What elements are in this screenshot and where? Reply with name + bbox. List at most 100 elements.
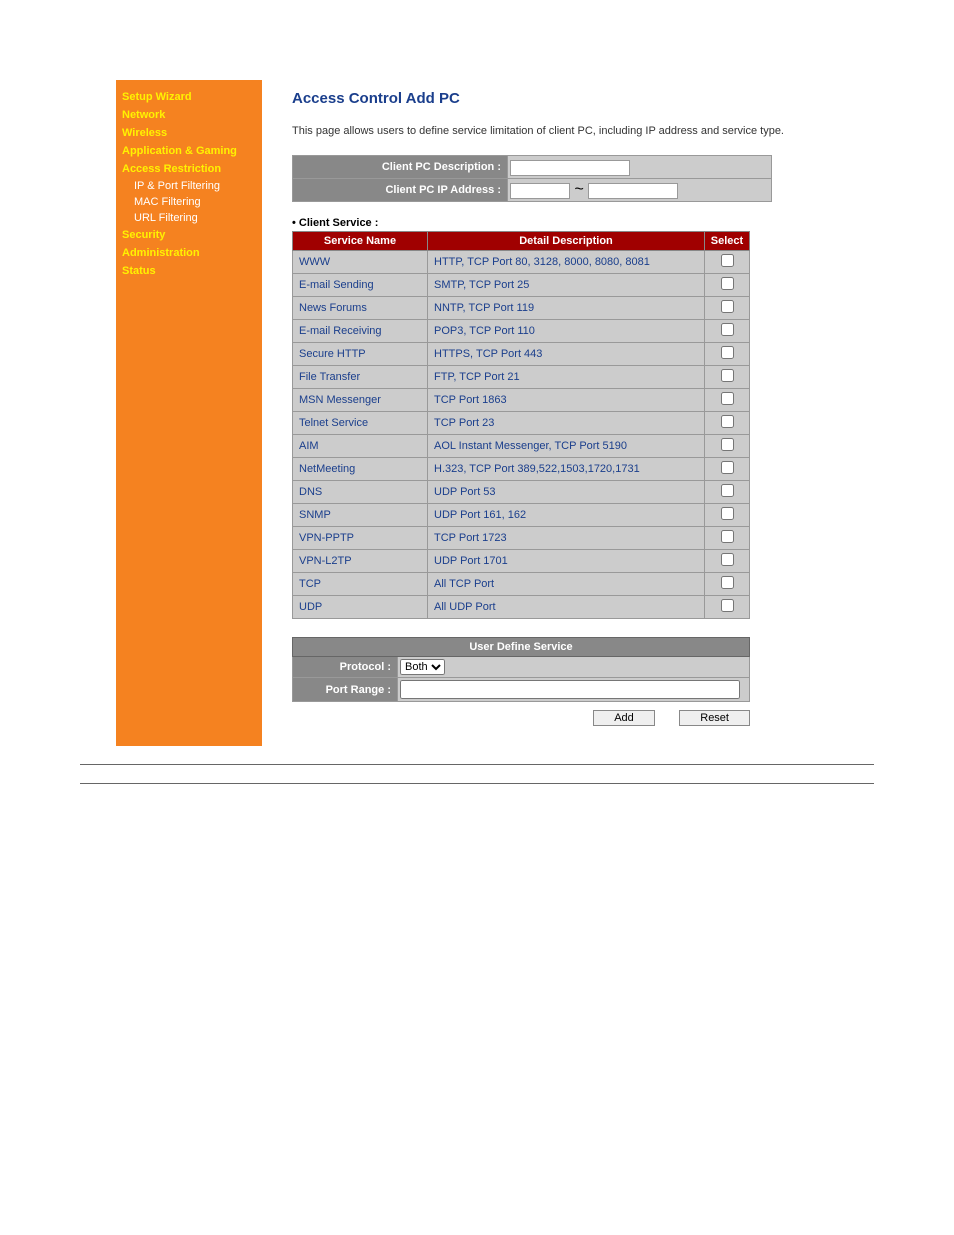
ip-label: Client PC IP Address : <box>293 179 508 202</box>
button-row: Add Reset <box>292 708 750 726</box>
service-select-checkbox[interactable] <box>721 346 734 359</box>
service-name-cell: Secure HTTP <box>293 343 428 366</box>
col-select: Select <box>705 232 750 251</box>
service-detail-cell: SMTP, TCP Port 25 <box>428 274 705 297</box>
service-name-cell: WWW <box>293 251 428 274</box>
service-name-cell: AIM <box>293 435 428 458</box>
content-area: Access Control Add PC This page allows u… <box>262 80 954 746</box>
add-button[interactable]: Add <box>593 710 655 726</box>
service-detail-cell: All TCP Port <box>428 573 705 596</box>
service-select-checkbox[interactable] <box>721 300 734 313</box>
service-select-checkbox[interactable] <box>721 392 734 405</box>
service-select-checkbox[interactable] <box>721 323 734 336</box>
sidebar-subitem-ip-port-filtering[interactable]: IP & Port Filtering <box>116 178 262 194</box>
client-service-header: Client Service : <box>292 217 924 229</box>
service-row: UDPAll UDP Port <box>293 596 750 619</box>
col-service-name: Service Name <box>293 232 428 251</box>
protocol-label: Protocol : <box>293 657 398 678</box>
service-select-checkbox[interactable] <box>721 461 734 474</box>
service-detail-cell: UDP Port 53 <box>428 481 705 504</box>
service-select-checkbox[interactable] <box>721 484 734 497</box>
ip-separator: ~ <box>574 181 583 198</box>
service-name-cell: NetMeeting <box>293 458 428 481</box>
service-select-checkbox[interactable] <box>721 438 734 451</box>
service-row: Secure HTTPHTTPS, TCP Port 443 <box>293 343 750 366</box>
client-pc-description-input[interactable] <box>510 160 630 176</box>
client-service-table: Service Name Detail Description Select W… <box>292 231 750 619</box>
service-detail-cell: UDP Port 1701 <box>428 550 705 573</box>
service-row: VPN-L2TPUDP Port 1701 <box>293 550 750 573</box>
service-detail-cell: All UDP Port <box>428 596 705 619</box>
reset-button[interactable]: Reset <box>679 710 750 726</box>
sidebar-item-security[interactable]: Security <box>116 226 262 244</box>
service-detail-cell: TCP Port 1863 <box>428 389 705 412</box>
sidebar-subitem-mac-filtering[interactable]: MAC Filtering <box>116 194 262 210</box>
user-define-table: User Define Service Protocol : Both Port… <box>292 637 750 702</box>
service-detail-cell: FTP, TCP Port 21 <box>428 366 705 389</box>
service-row: DNSUDP Port 53 <box>293 481 750 504</box>
service-detail-cell: HTTPS, TCP Port 443 <box>428 343 705 366</box>
service-select-checkbox[interactable] <box>721 599 734 612</box>
service-name-cell: SNMP <box>293 504 428 527</box>
service-row: E-mail ReceivingPOP3, TCP Port 110 <box>293 320 750 343</box>
service-detail-cell: H.323, TCP Port 389,522,1503,1720,1731 <box>428 458 705 481</box>
service-row: AIMAOL Instant Messenger, TCP Port 5190 <box>293 435 750 458</box>
sidebar-item-network[interactable]: Network <box>116 106 262 124</box>
service-row: E-mail SendingSMTP, TCP Port 25 <box>293 274 750 297</box>
service-row: MSN MessengerTCP Port 1863 <box>293 389 750 412</box>
service-detail-cell: NNTP, TCP Port 119 <box>428 297 705 320</box>
sidebar-item-setup-wizard[interactable]: Setup Wizard <box>116 88 262 106</box>
service-name-cell: News Forums <box>293 297 428 320</box>
service-name-cell: VPN-PPTP <box>293 527 428 550</box>
service-row: TCPAll TCP Port <box>293 573 750 596</box>
divider <box>80 783 874 784</box>
service-name-cell: File Transfer <box>293 366 428 389</box>
service-row: Telnet ServiceTCP Port 23 <box>293 412 750 435</box>
service-name-cell: Telnet Service <box>293 412 428 435</box>
service-row: VPN-PPTPTCP Port 1723 <box>293 527 750 550</box>
client-pc-ip-end-input[interactable] <box>588 183 678 199</box>
service-row: NetMeetingH.323, TCP Port 389,522,1503,1… <box>293 458 750 481</box>
service-select-checkbox[interactable] <box>721 254 734 267</box>
port-range-label: Port Range : <box>293 678 398 702</box>
service-select-checkbox[interactable] <box>721 415 734 428</box>
page-description: This page allows users to define service… <box>292 125 924 137</box>
service-name-cell: MSN Messenger <box>293 389 428 412</box>
service-row: News ForumsNNTP, TCP Port 119 <box>293 297 750 320</box>
service-name-cell: VPN-L2TP <box>293 550 428 573</box>
service-row: SNMPUDP Port 161, 162 <box>293 504 750 527</box>
client-pc-ip-start-input[interactable] <box>510 183 570 199</box>
service-select-checkbox[interactable] <box>721 369 734 382</box>
service-name-cell: DNS <box>293 481 428 504</box>
user-define-header: User Define Service <box>293 638 750 657</box>
service-select-checkbox[interactable] <box>721 507 734 520</box>
sidebar: Setup Wizard Network Wireless Applicatio… <box>116 80 262 746</box>
service-detail-cell: UDP Port 161, 162 <box>428 504 705 527</box>
client-pc-form: Client PC Description : Client PC IP Add… <box>292 155 772 202</box>
sidebar-item-access-restriction[interactable]: Access Restriction <box>116 160 262 178</box>
service-row: WWWHTTP, TCP Port 80, 3128, 8000, 8080, … <box>293 251 750 274</box>
sidebar-item-administration[interactable]: Administration <box>116 244 262 262</box>
service-name-cell: E-mail Receiving <box>293 320 428 343</box>
service-name-cell: E-mail Sending <box>293 274 428 297</box>
service-name-cell: TCP <box>293 573 428 596</box>
service-row: File TransferFTP, TCP Port 21 <box>293 366 750 389</box>
port-range-input[interactable] <box>400 680 740 699</box>
protocol-select[interactable]: Both <box>400 659 445 675</box>
service-select-checkbox[interactable] <box>721 277 734 290</box>
page-title: Access Control Add PC <box>292 90 924 107</box>
sidebar-item-wireless[interactable]: Wireless <box>116 124 262 142</box>
service-select-checkbox[interactable] <box>721 576 734 589</box>
service-select-checkbox[interactable] <box>721 553 734 566</box>
service-detail-cell: AOL Instant Messenger, TCP Port 5190 <box>428 435 705 458</box>
sidebar-subitem-url-filtering[interactable]: URL Filtering <box>116 210 262 226</box>
service-detail-cell: TCP Port 23 <box>428 412 705 435</box>
service-detail-cell: TCP Port 1723 <box>428 527 705 550</box>
service-detail-cell: POP3, TCP Port 110 <box>428 320 705 343</box>
sidebar-item-status[interactable]: Status <box>116 262 262 280</box>
divider <box>80 764 874 765</box>
sidebar-item-application-gaming[interactable]: Application & Gaming <box>116 142 262 160</box>
col-detail: Detail Description <box>428 232 705 251</box>
service-detail-cell: HTTP, TCP Port 80, 3128, 8000, 8080, 808… <box>428 251 705 274</box>
service-select-checkbox[interactable] <box>721 530 734 543</box>
